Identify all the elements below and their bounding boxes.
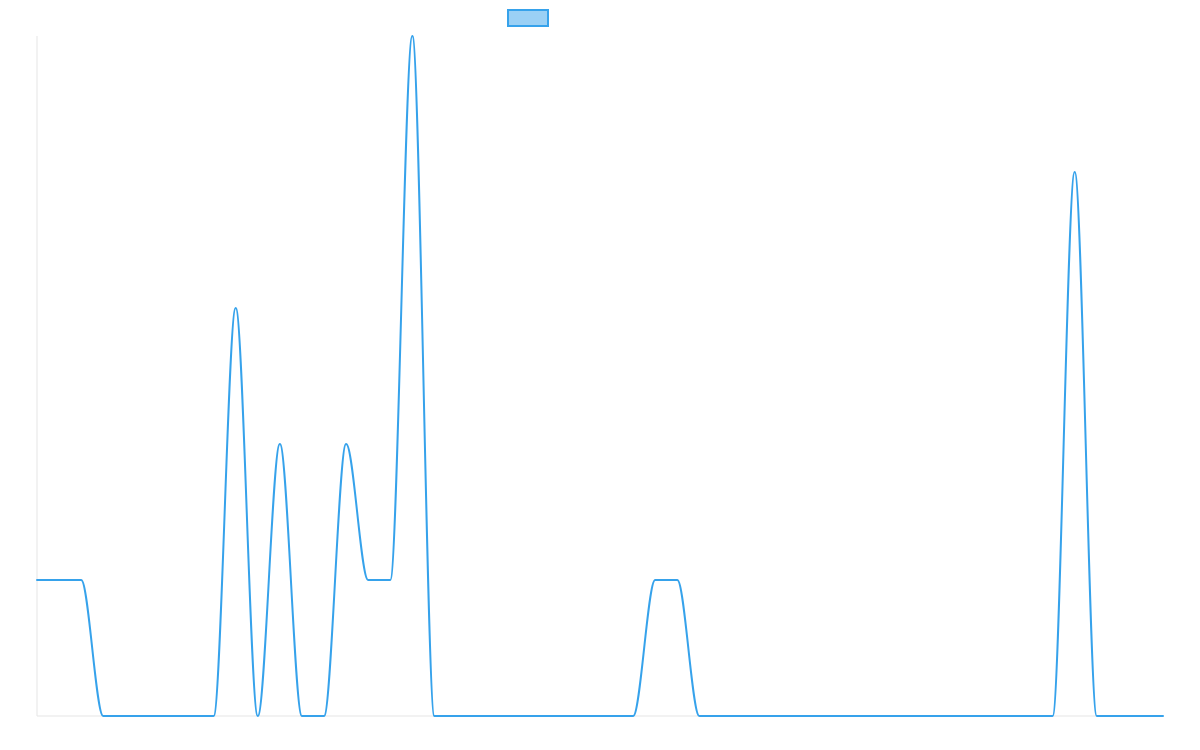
data-point-0-26[interactable] <box>607 712 615 720</box>
data-point-0-8[interactable] <box>210 712 218 720</box>
data-point-0-23[interactable] <box>541 712 549 720</box>
data-point-0-47[interactable] <box>1071 168 1079 176</box>
data-point-0-14[interactable] <box>342 440 350 448</box>
data-point-0-5[interactable] <box>143 712 151 720</box>
data-point-0-22[interactable] <box>519 712 527 720</box>
data-point-0-31[interactable] <box>717 712 725 720</box>
data-point-0-32[interactable] <box>740 712 748 720</box>
data-point-0-4[interactable] <box>121 712 129 720</box>
data-point-0-43[interactable] <box>982 712 990 720</box>
data-point-0-44[interactable] <box>1004 712 1012 720</box>
data-point-0-49[interactable] <box>1115 712 1123 720</box>
data-point-0-21[interactable] <box>497 712 505 720</box>
data-point-0-16[interactable] <box>386 576 394 584</box>
data-point-0-28[interactable] <box>651 576 659 584</box>
point-layer <box>33 32 1167 720</box>
data-point-0-27[interactable] <box>629 712 637 720</box>
data-point-0-38[interactable] <box>872 712 880 720</box>
data-point-0-15[interactable] <box>364 576 372 584</box>
data-point-0-40[interactable] <box>916 712 924 720</box>
data-point-0-1[interactable] <box>55 576 63 584</box>
data-point-0-37[interactable] <box>850 712 858 720</box>
data-point-0-0[interactable] <box>33 576 41 584</box>
data-point-0-11[interactable] <box>276 440 284 448</box>
data-point-0-7[interactable] <box>188 712 196 720</box>
series-layer <box>36 35 1164 717</box>
data-point-0-45[interactable] <box>1027 712 1035 720</box>
data-point-0-24[interactable] <box>563 712 571 720</box>
data-point-0-42[interactable] <box>960 712 968 720</box>
data-point-0-25[interactable] <box>585 712 593 720</box>
data-point-0-30[interactable] <box>695 712 703 720</box>
data-point-0-29[interactable] <box>673 576 681 584</box>
data-point-0-17[interactable] <box>408 32 416 40</box>
series-line-0 <box>36 35 1164 717</box>
data-point-0-13[interactable] <box>320 712 328 720</box>
data-point-0-48[interactable] <box>1093 712 1101 720</box>
data-point-0-36[interactable] <box>828 712 836 720</box>
data-point-0-51[interactable] <box>1159 712 1167 720</box>
data-point-0-33[interactable] <box>762 712 770 720</box>
legend[interactable] <box>507 9 549 27</box>
data-point-0-46[interactable] <box>1049 712 1057 720</box>
data-point-0-39[interactable] <box>894 712 902 720</box>
data-point-0-6[interactable] <box>165 712 173 720</box>
legend-swatch-series[interactable] <box>507 9 549 27</box>
data-point-0-2[interactable] <box>77 576 85 584</box>
data-point-0-35[interactable] <box>806 712 814 720</box>
data-point-0-34[interactable] <box>784 712 792 720</box>
data-point-0-19[interactable] <box>452 712 460 720</box>
data-point-0-41[interactable] <box>938 712 946 720</box>
data-point-0-9[interactable] <box>232 304 240 312</box>
data-point-0-3[interactable] <box>99 712 107 720</box>
data-point-0-12[interactable] <box>298 712 306 720</box>
data-point-0-18[interactable] <box>430 712 438 720</box>
data-point-0-10[interactable] <box>254 712 262 720</box>
data-point-0-50[interactable] <box>1137 712 1145 720</box>
data-point-0-20[interactable] <box>475 712 483 720</box>
